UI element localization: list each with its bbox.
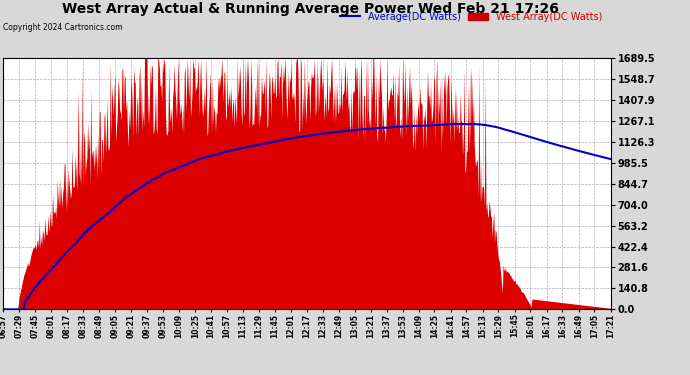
Text: West Array Actual & Running Average Power Wed Feb 21 17:26: West Array Actual & Running Average Powe… xyxy=(62,2,559,16)
Legend: Average(DC Watts), West Array(DC Watts): Average(DC Watts), West Array(DC Watts) xyxy=(337,8,606,26)
Text: Copyright 2024 Cartronics.com: Copyright 2024 Cartronics.com xyxy=(3,22,123,32)
